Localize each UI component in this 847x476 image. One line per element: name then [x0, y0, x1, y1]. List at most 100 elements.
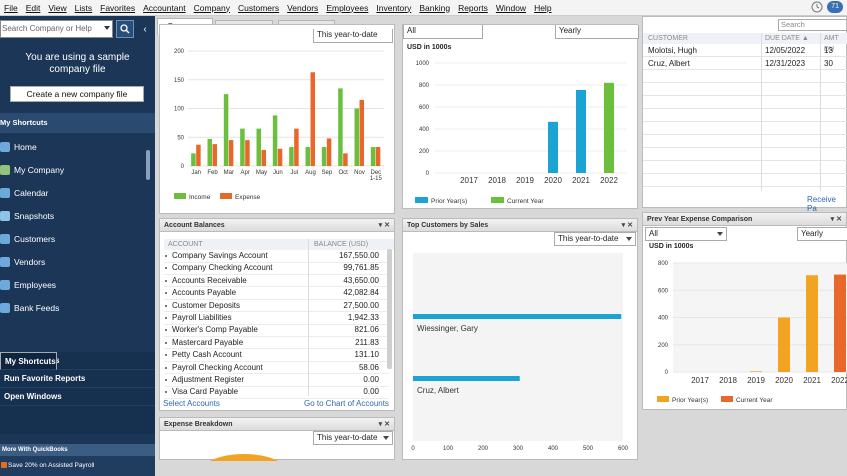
chart-of-accounts-link[interactable]: Go to Chart of Accounts: [304, 399, 389, 408]
menu-favorites[interactable]: Favorites: [100, 2, 136, 13]
account-row[interactable]: Mastercard Payable 211.83: [164, 337, 389, 350]
sidebar-section-my-shortcuts[interactable]: My Shortcuts: [0, 352, 57, 370]
alerts-badge[interactable]: 71: [827, 1, 843, 13]
menu-window[interactable]: Window: [495, 2, 527, 13]
expense-period-select[interactable]: This year-to-date: [313, 431, 393, 445]
bar-income: [191, 153, 196, 166]
sidebar-item-my-company[interactable]: My Company: [0, 158, 150, 181]
balances-scrollbar[interactable]: [387, 249, 392, 369]
payroll-promo[interactable]: Save 20% on Assisted Payroll: [0, 456, 155, 476]
menu-customers[interactable]: Customers: [238, 2, 280, 13]
bar-income: [207, 138, 212, 166]
overdue-search-input[interactable]: Search: [778, 19, 847, 31]
clock-icon[interactable]: [811, 1, 823, 13]
bar-income: [321, 147, 327, 166]
account-row[interactable]: Customer Deposits 27,500.00: [164, 300, 389, 313]
bar-income: [223, 94, 229, 166]
panel-controls[interactable]: ▾ ✕: [830, 216, 842, 223]
col-amount[interactable]: AMT DU: [824, 35, 839, 53]
menu-help[interactable]: Help: [534, 2, 552, 13]
y-tick-label: 200: [174, 49, 185, 55]
account-row[interactable]: Accounts Receivable 43,650.00: [164, 275, 389, 288]
menu-accountant[interactable]: Accountant: [143, 2, 186, 13]
menu-banking[interactable]: Banking: [419, 2, 451, 13]
bar-prioryears: [778, 317, 790, 372]
y-tick-label: 0: [426, 171, 430, 177]
account-row[interactable]: Petty Cash Account 131.10: [164, 349, 389, 362]
prev-year-filter-select[interactable]: All: [645, 227, 727, 241]
bullet-icon: [165, 255, 167, 257]
sidebar-item-vendors[interactable]: Vendors: [0, 250, 150, 273]
account-row[interactable]: Accounts Payable 42,082.84: [164, 287, 389, 300]
sidebar-item-snapshots[interactable]: Snapshots: [0, 204, 150, 227]
account-row[interactable]: Worker's Comp Payable 821.06: [164, 324, 389, 337]
create-company-button[interactable]: Create a new company file: [10, 86, 144, 102]
bullet-icon: [165, 341, 167, 344]
x-tick-label: 2018: [719, 376, 737, 385]
sidebar-item-customers[interactable]: Customers: [0, 227, 150, 250]
chevron-down-icon: [626, 237, 632, 241]
col-balance[interactable]: BALANCE (USD): [314, 241, 369, 248]
sales-period-select[interactable]: Yearly: [555, 25, 639, 39]
prev-year-title: Prev Year Expense Comparison ▾ ✕: [643, 213, 846, 226]
account-row[interactable]: Adjustment Register 0.00: [164, 374, 389, 387]
table-row[interactable]: Cruz, Albert 12/31/2023 30: [643, 57, 847, 70]
panel-controls[interactable]: ▾ ✕: [378, 421, 390, 428]
sidebar-item-employees[interactable]: Employees: [0, 273, 150, 296]
menu-company[interactable]: Company: [193, 2, 231, 13]
legend-swatch: [657, 396, 669, 402]
bullet-icon: [165, 317, 167, 319]
table-row[interactable]: Molotsi, Hugh 12/05/2022 13: [643, 44, 847, 57]
account-row[interactable]: Company Checking Account 99,761.85: [164, 262, 389, 275]
account-balance: 821.06: [354, 325, 379, 335]
sidebar-section-run-favorite-reports[interactable]: Run Favorite Reports: [0, 370, 155, 388]
bullet-icon: [165, 366, 167, 369]
chevron-down-icon[interactable]: [104, 26, 110, 30]
menu-employees[interactable]: Employees: [326, 2, 369, 13]
account-row[interactable]: Payroll Liabilities 1,942.33: [164, 312, 389, 325]
sample-company-notice: You are using a sample company file: [0, 52, 155, 76]
sales-filter-select[interactable]: All: [403, 25, 483, 39]
sales-chart: 1000 800 600 400 200 0 2017 2018 2019 2020 2021 202…: [415, 61, 627, 205]
y-tick-label: 200: [658, 343, 669, 349]
menu-view[interactable]: View: [48, 2, 67, 13]
top-customers-chart: Wiessinger, Gary Cruz, Albert 0 100 200 300 40…: [411, 253, 629, 452]
panel-controls[interactable]: ▾ ✕: [378, 222, 390, 229]
select-accounts-link[interactable]: Select Accounts: [163, 399, 220, 408]
bar-expense: [196, 144, 201, 166]
account-row[interactable]: Payroll Checking Account 58.06: [164, 362, 389, 375]
menu-reports[interactable]: Reports: [458, 2, 488, 13]
customer-label: Cruz, Albert: [417, 386, 460, 395]
menu-inventory[interactable]: Inventory: [376, 2, 412, 13]
top-customers-period-select[interactable]: This year-to-date: [554, 232, 636, 246]
y-tick-label: 200: [419, 149, 430, 155]
sales-units-label: USD in 1000s: [407, 44, 452, 51]
income-period-select[interactable]: This year-to-date: [313, 29, 393, 43]
sidebar-item-calendar[interactable]: Calendar: [0, 181, 150, 204]
collapse-sidebar-button[interactable]: ‹: [137, 20, 153, 38]
menu-file[interactable]: File: [4, 2, 18, 13]
sidebar-item-bank-feeds[interactable]: Bank Feeds: [0, 296, 150, 319]
legend-swatch: [174, 193, 186, 199]
y-tick-label: 0: [181, 164, 185, 170]
col-account[interactable]: ACCOUNT: [168, 241, 203, 248]
prev-year-period-select[interactable]: Yearly: [797, 227, 847, 241]
col-due-date[interactable]: DUE DATE ▲: [765, 35, 809, 42]
promo-text: Save 20% on Assisted Payroll: [8, 462, 95, 469]
account-row[interactable]: Visa Card Payable 0.00: [164, 386, 389, 399]
search-button[interactable]: [116, 20, 134, 38]
receive-payments-link[interactable]: Receive Pa: [807, 195, 836, 213]
x-tick-label: 2019: [747, 376, 765, 385]
menu-lists[interactable]: Lists: [74, 2, 93, 13]
menu-vendors[interactable]: Vendors: [287, 2, 319, 13]
sidebar-scrollbar[interactable]: [146, 150, 150, 180]
col-customer[interactable]: CUSTOMER: [648, 35, 688, 42]
search-company-input[interactable]: Search Company or Help: [0, 20, 113, 38]
menu-edit[interactable]: Edit: [25, 2, 41, 13]
bar-expense: [343, 153, 348, 166]
panel-controls[interactable]: ▾ ✕: [621, 222, 633, 229]
account-row[interactable]: Company Savings Account 167,550.00: [164, 250, 389, 263]
sidebar-section-open-windows[interactable]: Open Windows: [0, 388, 155, 406]
sidebar-item-label: My Company: [14, 164, 65, 175]
sidebar-item-home[interactable]: Home: [0, 135, 150, 158]
